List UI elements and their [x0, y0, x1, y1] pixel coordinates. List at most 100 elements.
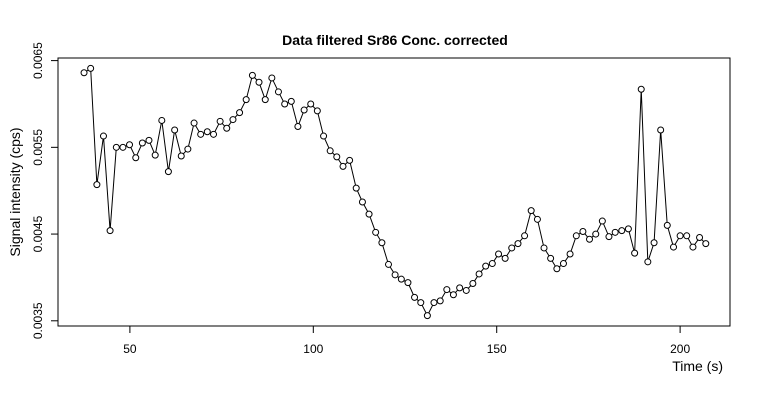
- data-point: [702, 240, 710, 248]
- data-point: [287, 97, 295, 105]
- data-point: [449, 291, 457, 299]
- data-point: [384, 260, 392, 268]
- data-point: [624, 225, 632, 233]
- data-point: [482, 262, 490, 270]
- plot-frame: [57, 57, 731, 327]
- data-point: [320, 132, 328, 140]
- data-point: [611, 228, 619, 236]
- data-point: [242, 96, 250, 104]
- data-point: [151, 151, 159, 159]
- data-point: [106, 227, 114, 235]
- data-point: [236, 109, 244, 117]
- data-point: [423, 312, 431, 320]
- data-point: [650, 239, 658, 247]
- y-tick-label: 0.0065: [31, 42, 45, 79]
- data-point: [689, 243, 697, 251]
- data-point: [547, 254, 555, 262]
- data-point: [216, 117, 224, 125]
- data-point: [586, 235, 594, 243]
- data-point: [670, 243, 678, 251]
- data-point: [592, 230, 600, 238]
- x-tick-label: 200: [670, 342, 690, 356]
- data-point: [411, 293, 419, 301]
- data-point: [126, 141, 134, 149]
- data-point: [475, 270, 483, 278]
- data-point: [197, 130, 205, 138]
- data-point: [268, 74, 276, 82]
- data-point: [190, 119, 198, 127]
- data-point: [637, 85, 645, 93]
- data-point: [397, 275, 405, 283]
- data-point: [248, 71, 256, 79]
- data-point: [533, 215, 541, 223]
- data-point: [203, 128, 211, 136]
- data-point: [164, 168, 172, 176]
- data-point: [572, 232, 580, 240]
- data-point: [358, 198, 366, 206]
- data-point: [177, 152, 185, 160]
- data-point: [508, 244, 516, 252]
- data-point: [300, 106, 308, 114]
- data-point: [99, 132, 107, 140]
- data-point: [644, 258, 652, 266]
- data-point: [93, 181, 101, 189]
- data-point: [372, 228, 380, 236]
- data-point: [469, 280, 477, 288]
- data-point: [229, 116, 237, 124]
- data-point: [598, 217, 606, 225]
- y-tick-label: 0.0055: [31, 129, 45, 166]
- data-point: [501, 254, 509, 262]
- data-point: [171, 126, 179, 134]
- data-point: [566, 250, 574, 258]
- data-point: [579, 227, 587, 235]
- data-point: [80, 69, 88, 77]
- data-point: [605, 233, 613, 241]
- data-point: [294, 123, 302, 131]
- data-point: [346, 156, 354, 164]
- data-point: [339, 162, 347, 170]
- x-axis-label: Time (s): [672, 358, 723, 374]
- data-point: [488, 260, 496, 268]
- data-point: [559, 260, 567, 268]
- data-point: [274, 88, 282, 96]
- y-tick-label: 0.0035: [31, 302, 45, 339]
- data-point: [430, 299, 438, 307]
- data-point: [313, 107, 321, 115]
- data-point: [663, 221, 671, 229]
- y-tick-label: 0.0045: [31, 215, 45, 252]
- data-point: [514, 240, 522, 248]
- data-point: [184, 145, 192, 153]
- data-point: [657, 126, 665, 134]
- data-point: [261, 96, 269, 104]
- x-tick-label: 50: [123, 342, 137, 356]
- data-point: [112, 143, 120, 151]
- data-point: [333, 153, 341, 161]
- data-point: [676, 232, 684, 240]
- data-point: [132, 154, 140, 162]
- data-point: [119, 143, 127, 151]
- data-point: [87, 64, 95, 72]
- data-point: [462, 286, 470, 294]
- data-point: [145, 136, 153, 144]
- data-point: [391, 271, 399, 279]
- data-point: [307, 100, 315, 108]
- data-point: [631, 249, 639, 257]
- data-point: [138, 139, 146, 147]
- data-point: [618, 227, 626, 235]
- data-point: [527, 207, 535, 215]
- data-point: [436, 297, 444, 305]
- data-point: [683, 232, 691, 240]
- x-tick-label: 100: [303, 342, 323, 356]
- data-point: [281, 100, 289, 108]
- data-point: [326, 147, 334, 155]
- chart-title: Data filtered Sr86 Conc. corrected: [282, 32, 508, 48]
- data-point: [521, 232, 529, 240]
- data-point: [378, 239, 386, 247]
- data-point: [404, 279, 412, 287]
- data-point: [456, 284, 464, 292]
- data-point: [495, 250, 503, 258]
- x-tick-label: 150: [487, 342, 507, 356]
- data-point: [417, 299, 425, 307]
